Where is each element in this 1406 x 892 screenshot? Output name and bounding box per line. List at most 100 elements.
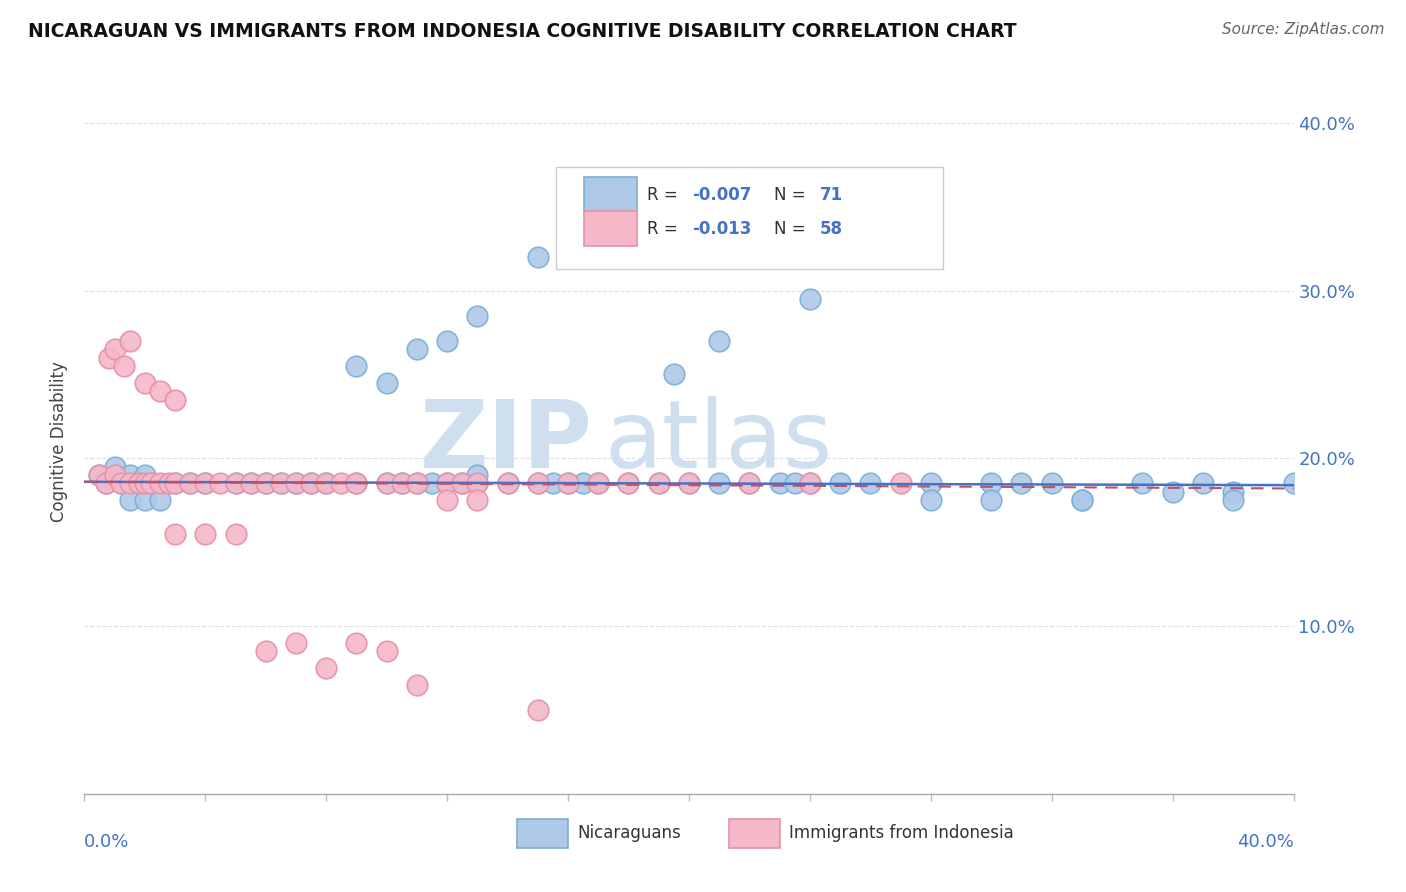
Point — [104, 459, 127, 474]
Point — [330, 476, 353, 491]
Text: ZIP: ZIP — [419, 395, 592, 488]
Text: atlas: atlas — [605, 395, 832, 488]
Point — [118, 334, 141, 348]
Point — [467, 309, 489, 323]
Point — [299, 476, 322, 491]
Point — [134, 493, 156, 508]
Text: Immigrants from Indonesia: Immigrants from Indonesia — [789, 824, 1014, 842]
FancyBboxPatch shape — [583, 178, 637, 211]
Point — [527, 250, 550, 264]
Point — [270, 476, 292, 491]
Text: N =: N = — [773, 186, 810, 204]
Point — [299, 476, 322, 491]
Point — [110, 476, 132, 491]
Point — [799, 292, 821, 306]
Point — [165, 392, 187, 407]
Point — [225, 526, 247, 541]
Point — [94, 476, 117, 491]
Point — [139, 476, 162, 491]
Point — [1282, 476, 1305, 491]
Point — [165, 526, 187, 541]
Point — [859, 476, 882, 491]
Point — [375, 476, 398, 491]
Point — [436, 476, 458, 491]
Point — [920, 493, 942, 508]
Point — [406, 476, 429, 491]
Point — [436, 334, 458, 348]
Point — [678, 476, 700, 491]
Text: 58: 58 — [820, 219, 842, 238]
Point — [557, 476, 579, 491]
Point — [1222, 484, 1244, 499]
Text: Nicaraguans: Nicaraguans — [578, 824, 682, 842]
Point — [527, 476, 550, 491]
Point — [270, 476, 292, 491]
Point — [496, 476, 519, 491]
Point — [709, 334, 731, 348]
Point — [239, 476, 262, 491]
Point — [209, 476, 232, 491]
Point — [139, 476, 162, 491]
Point — [1192, 476, 1215, 491]
Point — [1161, 484, 1184, 499]
Point — [678, 476, 700, 491]
Point — [406, 343, 429, 357]
Point — [467, 493, 489, 508]
Point — [436, 476, 458, 491]
Point — [375, 376, 398, 390]
Point — [375, 476, 398, 491]
Point — [890, 476, 912, 491]
FancyBboxPatch shape — [583, 211, 637, 245]
Point — [194, 476, 217, 491]
Point — [149, 476, 172, 491]
Point — [738, 476, 761, 491]
Point — [346, 476, 368, 491]
Point — [118, 493, 141, 508]
Point — [239, 476, 262, 491]
FancyBboxPatch shape — [555, 167, 943, 268]
Text: -0.007: -0.007 — [693, 186, 752, 204]
Point — [346, 476, 368, 491]
Point — [225, 476, 247, 491]
Point — [1040, 476, 1063, 491]
Point — [557, 476, 579, 491]
Point — [315, 476, 337, 491]
Point — [128, 476, 150, 491]
Text: -0.013: -0.013 — [693, 219, 752, 238]
Point — [104, 468, 127, 483]
Point — [285, 636, 308, 650]
Point — [285, 476, 308, 491]
Point — [541, 476, 564, 491]
Y-axis label: Cognitive Disability: Cognitive Disability — [51, 361, 69, 522]
Point — [769, 476, 792, 491]
FancyBboxPatch shape — [728, 819, 780, 848]
Point — [225, 476, 247, 491]
Point — [118, 468, 141, 483]
Text: 71: 71 — [820, 186, 842, 204]
Point — [617, 476, 640, 491]
Point — [496, 476, 519, 491]
Point — [89, 468, 111, 483]
Point — [157, 476, 180, 491]
Point — [406, 678, 429, 692]
Point — [194, 476, 217, 491]
Point — [179, 476, 201, 491]
Point — [104, 468, 127, 483]
Point — [104, 343, 127, 357]
Point — [149, 384, 172, 399]
Point — [527, 703, 550, 717]
Point — [118, 476, 141, 491]
Point — [346, 359, 368, 373]
Point — [648, 476, 671, 491]
Point — [799, 476, 821, 491]
Point — [254, 476, 277, 491]
Point — [467, 468, 489, 483]
Point — [128, 476, 150, 491]
Point — [783, 476, 806, 491]
Point — [436, 493, 458, 508]
Point — [738, 476, 761, 491]
Point — [89, 468, 111, 483]
Point — [112, 359, 135, 373]
Text: NICARAGUAN VS IMMIGRANTS FROM INDONESIA COGNITIVE DISABILITY CORRELATION CHART: NICARAGUAN VS IMMIGRANTS FROM INDONESIA … — [28, 22, 1017, 41]
Point — [451, 476, 474, 491]
